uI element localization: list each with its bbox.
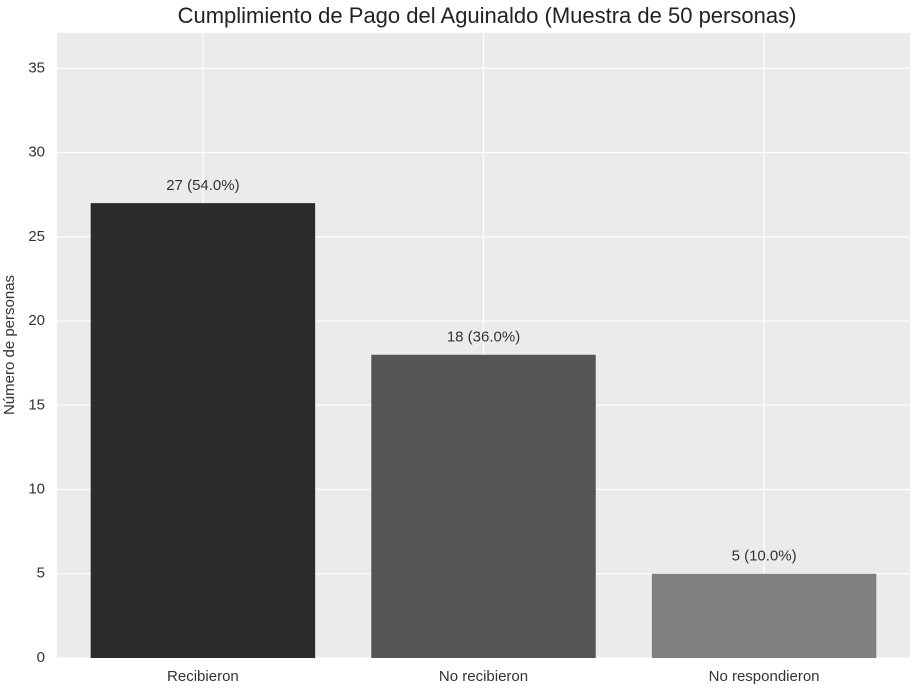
x-tick-label: Recibieron: [167, 668, 239, 685]
bar: [90, 203, 316, 658]
y-tick-label: 0: [37, 649, 45, 666]
y-tick-label: 25: [28, 228, 45, 245]
chart-title: Cumplimiento de Pago del Aguinaldo (Mues…: [178, 3, 797, 28]
y-tick-label: 35: [28, 59, 45, 76]
bar: [371, 354, 596, 658]
y-tick-label: 10: [28, 481, 45, 498]
y-tick-label: 20: [28, 312, 45, 329]
value-label: 5 (10.0%): [732, 548, 797, 565]
x-tick-label: No recibieron: [439, 668, 528, 685]
y-tick-label: 15: [28, 396, 45, 413]
value-label: 27 (54.0%): [166, 177, 239, 194]
bar: [651, 573, 877, 658]
x-tick-label: No respondieron: [709, 668, 820, 685]
y-axis-label: Número de personas: [1, 275, 18, 415]
y-tick-label: 5: [37, 565, 45, 582]
y-tick-label: 30: [28, 144, 45, 161]
value-label: 18 (36.0%): [447, 329, 520, 346]
